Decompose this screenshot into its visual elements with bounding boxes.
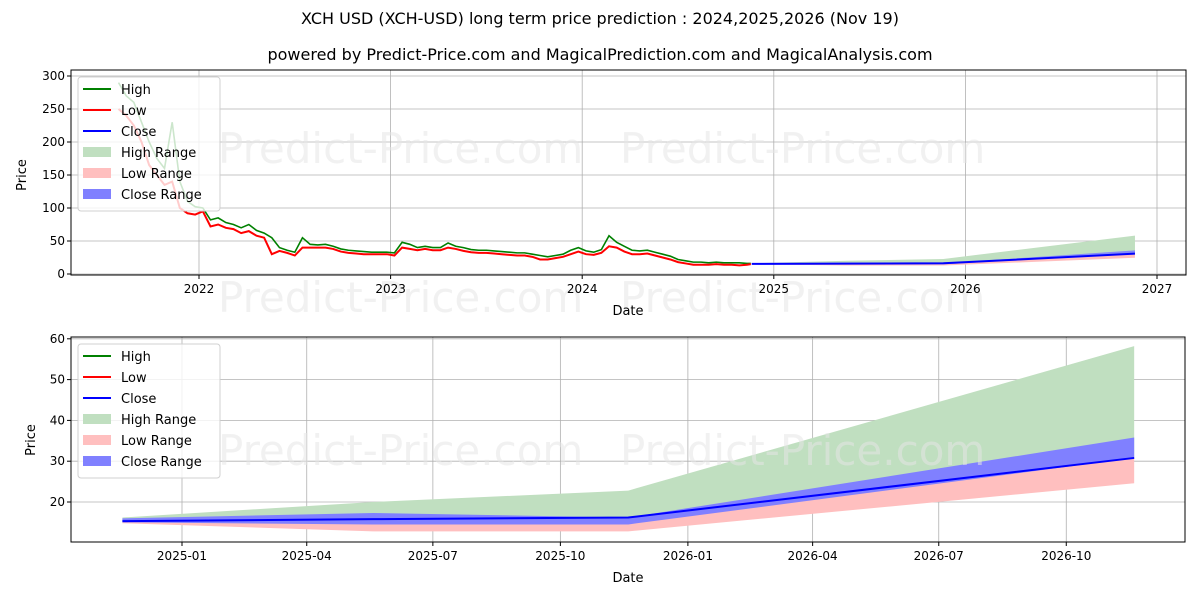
chart-subtitle: powered by Predict-Price.com and Magical…	[267, 45, 933, 64]
close-line	[751, 252, 1136, 265]
x-tick-label: 2022	[184, 282, 215, 296]
legend-label: Low	[121, 104, 147, 119]
y-tick-label: 40	[50, 413, 65, 427]
close-range-legend-swatch	[83, 456, 111, 466]
x-tick-label: 2024	[567, 282, 598, 296]
low-range-legend-swatch	[83, 168, 111, 178]
legend-label: High	[121, 350, 151, 365]
legend-label: Low Range	[121, 167, 192, 182]
y-tick-label: 50	[50, 234, 65, 248]
x-tick-label: 2025	[759, 282, 790, 296]
high-range-band	[122, 346, 1135, 522]
y-tick-label: 20	[50, 495, 65, 509]
y-tick-label: 150	[42, 168, 65, 182]
plot-frame	[70, 69, 1187, 276]
x-tick-label: 2026-04	[788, 549, 838, 563]
high-line	[117, 82, 751, 265]
x-tick-label: 2025-07	[408, 549, 458, 563]
watermark: Predict-Price.com	[620, 273, 985, 322]
watermark: Predict-Price.com	[218, 273, 583, 322]
legend-label: Close	[121, 392, 156, 407]
watermark: Predict-Price.com	[218, 426, 583, 475]
high-range-band	[751, 235, 1135, 264]
legend-label: High Range	[121, 413, 196, 428]
legend-label: Close	[121, 125, 156, 140]
x-tick-label: 2025-01	[157, 549, 207, 563]
low-range-legend-swatch	[83, 435, 111, 445]
y-tick-label: 250	[42, 102, 65, 116]
legend-label: High	[121, 83, 151, 98]
legend: High Low Close High Range Low Range Close Ran…	[77, 343, 221, 479]
low-line	[117, 108, 751, 267]
watermark: Predict-Price.com	[620, 426, 985, 475]
watermark: Predict-Price.com	[620, 124, 985, 173]
y-tick-label: 200	[42, 135, 65, 149]
legend-label: High Range	[121, 146, 196, 161]
y-tick-label: 30	[50, 454, 65, 468]
x-tick-label: 2025-10	[535, 549, 585, 563]
watermark: Predict-Price.com	[218, 124, 583, 173]
y-tick-label: 60	[50, 332, 65, 346]
high-range-legend-swatch	[83, 414, 111, 424]
x-tick-label: 2025-04	[282, 549, 332, 563]
y-tick-label: 100	[42, 201, 65, 215]
y-axis-label: Price	[24, 424, 39, 456]
y-tick-label: 0	[57, 267, 65, 281]
x-tick-label: 2026-07	[914, 549, 964, 563]
chart-title: XCH USD (XCH-USD) long term price predic…	[301, 9, 899, 28]
close-line	[122, 456, 1135, 523]
legend-label: Close Range	[121, 455, 202, 470]
y-tick-label: 50	[50, 373, 65, 387]
x-axis-label: Date	[612, 571, 643, 586]
y-axis-label: Price	[15, 159, 30, 191]
legend-label: Low	[121, 371, 147, 386]
x-tick-label: 2026-10	[1041, 549, 1091, 563]
x-axis-label: Date	[612, 304, 643, 319]
legend: High Low Close High Range Low Range Close Ran…	[77, 76, 221, 212]
close-range-legend-swatch	[83, 189, 111, 199]
legend-label: Close Range	[121, 188, 202, 203]
y-tick-label: 300	[42, 69, 65, 83]
x-tick-label: 2023	[375, 282, 406, 296]
plot-frame	[70, 336, 1186, 543]
legend-label: Low Range	[121, 434, 192, 449]
x-tick-label: 2026-01	[663, 549, 713, 563]
x-tick-label: 2027	[1142, 282, 1173, 296]
low-range-band	[122, 457, 1135, 532]
x-tick-label: 2026	[950, 282, 981, 296]
high-range-legend-swatch	[83, 147, 111, 157]
